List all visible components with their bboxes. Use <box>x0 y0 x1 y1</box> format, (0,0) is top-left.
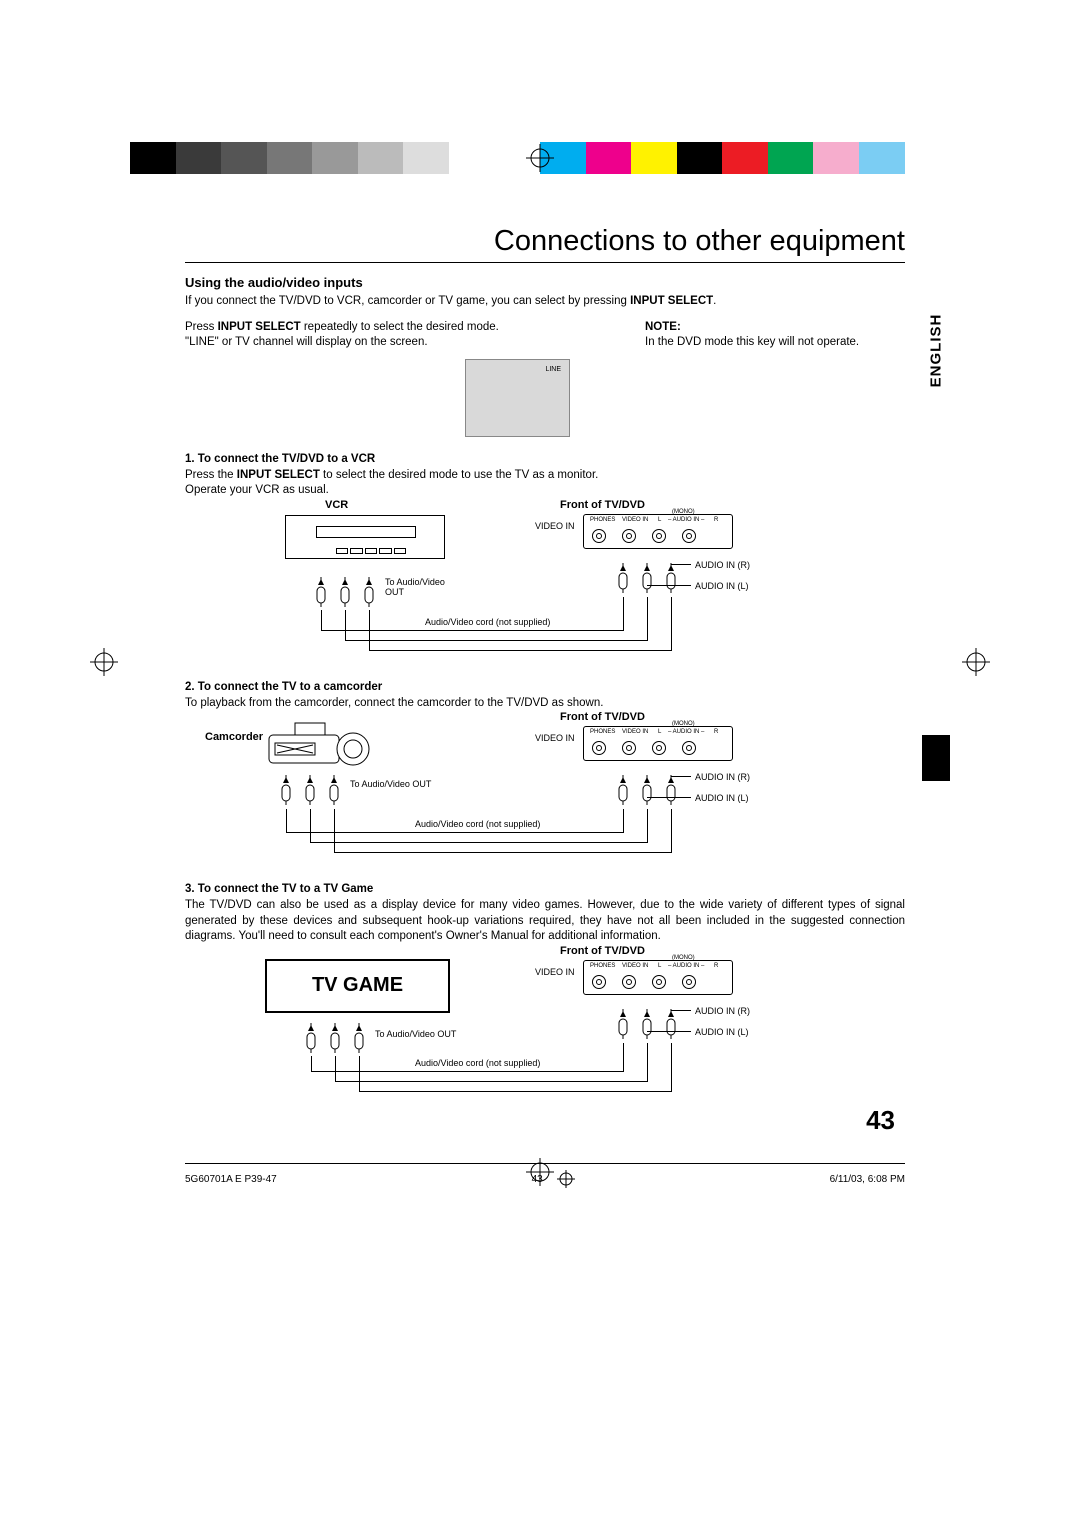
registration-mark-icon <box>962 648 990 676</box>
section-tab-marker <box>922 735 950 781</box>
vcr-illustration <box>285 515 445 559</box>
vcr-label: VCR <box>325 499 348 511</box>
footer-timestamp: 6/11/03, 6:08 PM <box>830 1174 905 1185</box>
audio-r-label: AUDIO IN (R) <box>695 772 750 782</box>
to-av-out-label: To Audio/Video OUT <box>375 1029 456 1039</box>
cord-label: Audio/Video cord (not supplied) <box>425 617 550 627</box>
registration-mark-icon <box>90 648 118 676</box>
subsection-3-heading: 3. To connect the TV to a TV Game <box>185 883 905 895</box>
language-label: ENGLISH <box>928 313 945 387</box>
cord-label: Audio/Video cord (not supplied) <box>415 1058 540 1068</box>
tv-screen-illustration: LINE <box>465 359 570 437</box>
audio-r-label: AUDIO IN (R) <box>695 560 750 570</box>
video-in-label: VIDEO IN <box>535 967 575 977</box>
cam-plugs <box>280 775 340 805</box>
tv-inputs-panel: PHONES VIDEO IN (MONO) L – AUDIO IN – R <box>583 514 733 549</box>
tvgame-illustration: TV GAME <box>265 959 450 1013</box>
video-in-label: VIDEO IN <box>535 521 575 531</box>
tv-inputs-panel: PHONES VIDEO IN (MONO) L – AUDIO IN – R <box>583 726 733 761</box>
subsection-3-body: The TV/DVD can also be used as a display… <box>185 898 905 945</box>
registration-mark-icon <box>526 144 554 172</box>
front-tv-label: Front of TV/DVD <box>560 711 645 723</box>
front-tv-label: Front of TV/DVD <box>560 499 645 511</box>
tvgame-connection-diagram: TV GAME To Audio/Video OUT Front of TV/D… <box>185 951 905 1101</box>
camcorder-connection-diagram: Camcorder To Audio/Video OUT Front of TV… <box>185 717 905 867</box>
camcorder-label: Camcorder <box>205 731 263 743</box>
page-number: 43 <box>866 1105 895 1136</box>
subsection-2-heading: 2. To connect the TV to a camcorder <box>185 681 905 693</box>
page-title: Connections to other equipment <box>185 225 905 258</box>
vcr-connection-diagram: VCR To Audio/VideoOUT Front of TV/DVD VI… <box>185 505 905 665</box>
audio-l-label: AUDIO IN (L) <box>695 1027 749 1037</box>
audio-r-label: AUDIO IN (R) <box>695 1006 750 1016</box>
subsection-1-heading: 1. To connect the TV/DVD to a VCR <box>185 453 905 465</box>
audio-l-label: AUDIO IN (L) <box>695 793 749 803</box>
front-tv-label: Front of TV/DVD <box>560 945 645 957</box>
note-heading: NOTE: <box>645 320 905 336</box>
screen-line-label: LINE <box>545 366 561 373</box>
subsection-1-body: Press the INPUT SELECT to select the des… <box>185 468 905 499</box>
section-heading: Using the audio/video inputs <box>185 275 905 290</box>
tv-plugs <box>617 775 677 805</box>
tvgame-plugs <box>305 1023 365 1053</box>
footer-filename: 5G60701A E P39-47 <box>185 1174 277 1185</box>
registration-mark-icon <box>557 1170 575 1188</box>
footer-page: 43 <box>532 1174 543 1185</box>
video-in-label: VIDEO IN <box>535 733 575 743</box>
audio-l-label: AUDIO IN (L) <box>695 581 749 591</box>
print-footer: 5G60701A E P39-47 43 6/11/03, 6:08 PM <box>185 1163 905 1188</box>
to-av-out-label: To Audio/VideoOUT <box>385 577 445 597</box>
language-tab: ENGLISH <box>922 290 950 410</box>
page-content: Connections to other equipment Using the… <box>185 225 905 1101</box>
note-body: In the DVD mode this key will not operat… <box>645 335 905 351</box>
tv-inputs-panel: PHONES VIDEO IN (MONO) L – AUDIO IN – R <box>583 960 733 995</box>
tv-plugs <box>617 1009 677 1039</box>
title-rule <box>185 262 905 263</box>
cord-label: Audio/Video cord (not supplied) <box>415 819 540 829</box>
tv-plugs <box>617 563 677 593</box>
camcorder-illustration <box>265 721 385 769</box>
vcr-plugs <box>315 577 375 607</box>
intro-text: If you connect the TV/DVD to VCR, camcor… <box>185 294 905 310</box>
subsection-2-body: To playback from the camcorder, connect … <box>185 696 905 712</box>
to-av-out-label: To Audio/Video OUT <box>350 779 431 789</box>
press-text: Press INPUT SELECT repeatedly to select … <box>185 320 615 351</box>
